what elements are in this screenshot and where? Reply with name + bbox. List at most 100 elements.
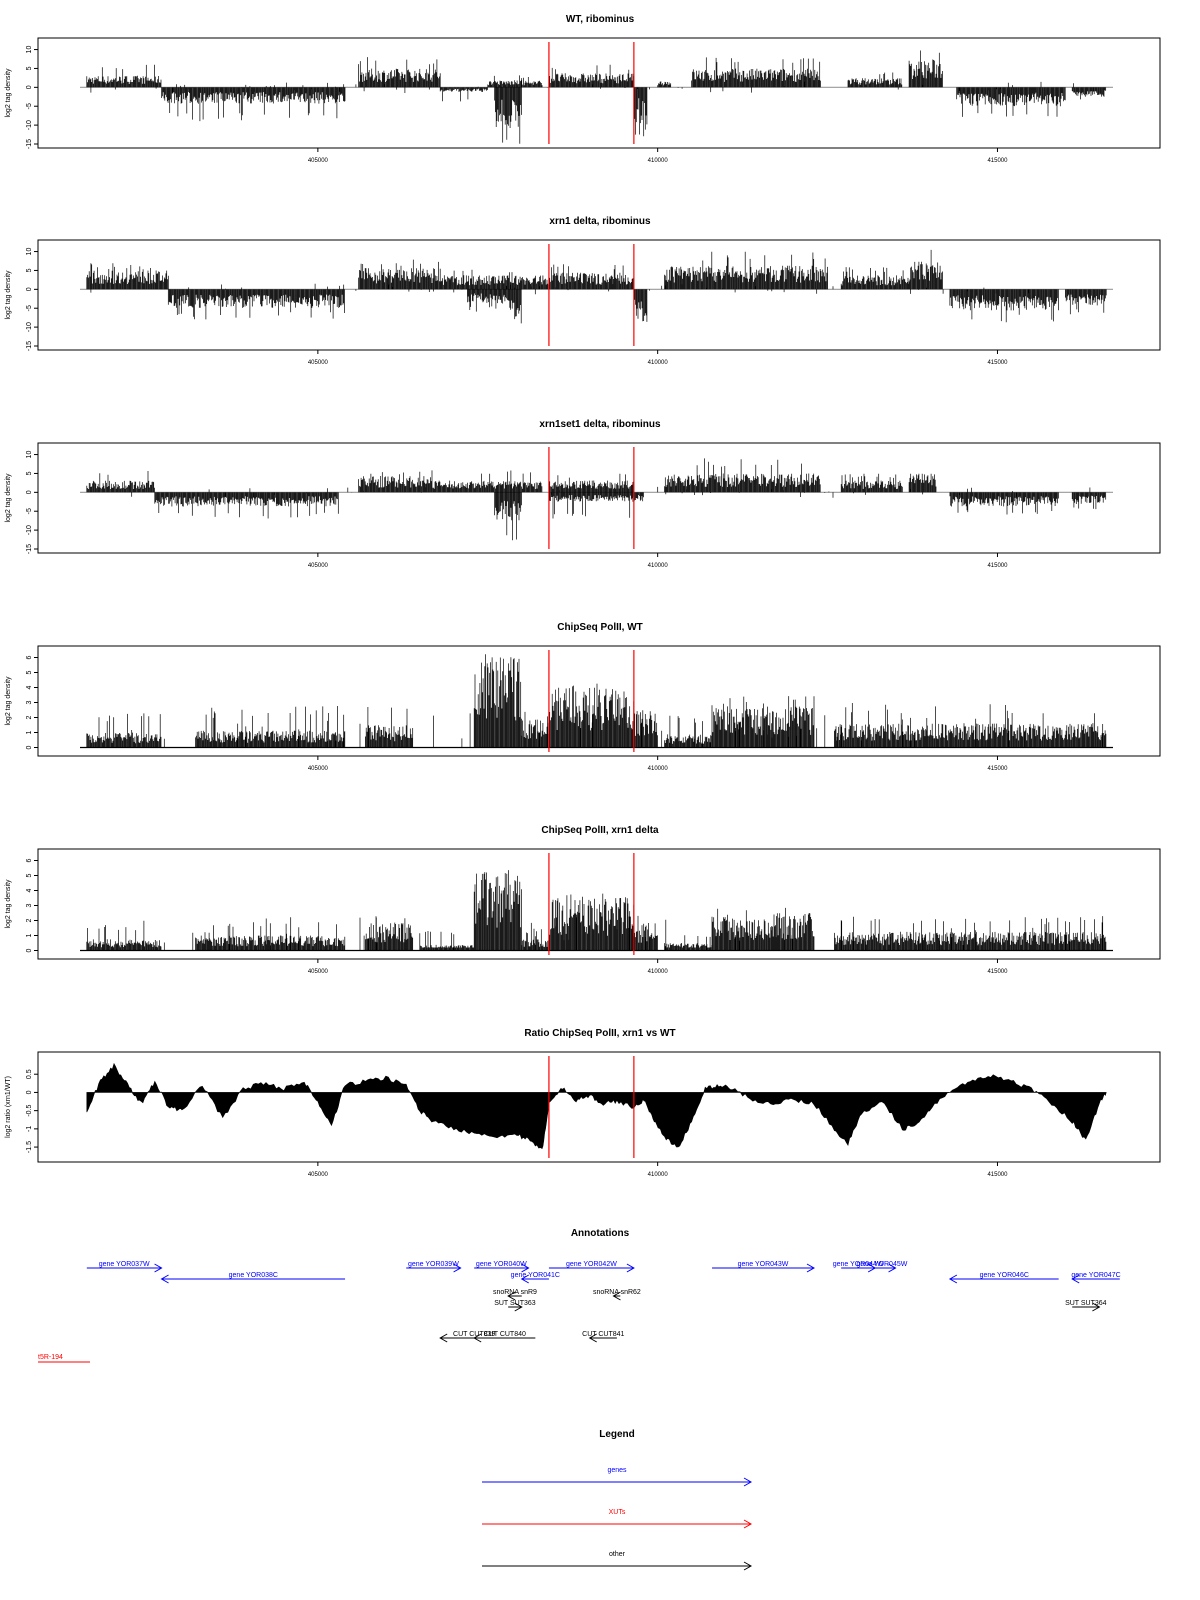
y-tick-label: 10 (26, 46, 33, 54)
track-title: ChipSeq PolII, xrn1 delta (541, 825, 659, 836)
legend-entries: genes XUTs other (482, 1467, 753, 1571)
y-tick-label: 5 (26, 670, 33, 674)
annotation-feature: gene YOR042W (548, 1261, 635, 1273)
feature-label: gene YOR043W (738, 1261, 789, 1268)
plot-frame (37, 239, 1161, 351)
feature-label: gene YOR045W (857, 1261, 908, 1268)
y-tick-label: -5 (26, 508, 33, 514)
x-tick-label: 405000 (308, 563, 329, 569)
y-tick-label: -1.5 (26, 1141, 33, 1153)
y-tick-label: -10 (26, 525, 33, 535)
y-tick-label: 6 (26, 655, 33, 659)
annotation-feature: CUT CUT840 (473, 1331, 536, 1343)
y-tick-label: 2 (26, 715, 33, 719)
x-tick-label: 410000 (648, 766, 669, 772)
feature-label: gene YOR041C (511, 1272, 560, 1279)
track-panel: ChipSeq PolII, xrn1 delta log2 tag densit… (5, 825, 1161, 975)
feature-label: SUT SUT364 (1065, 1300, 1107, 1307)
y-tick-label: 0 (26, 948, 33, 952)
feature-label: gene YOR040W (476, 1261, 527, 1268)
y-tick-label: 0 (26, 745, 33, 749)
annotation-feature: gene YOR040W (474, 1261, 530, 1273)
annotation-features: gene YOR037W gene YOR038C gene YOR039W gene… (86, 1261, 1121, 1343)
y-tick-label: 0 (26, 85, 33, 89)
region-label: t5R-194 (38, 1354, 63, 1361)
feature-arrow-head (520, 1274, 529, 1284)
annotation-feature: gene YOR043W (712, 1261, 815, 1273)
annotation-feature: gene YOR041C (511, 1272, 560, 1284)
y-axis-label: log2 tag density (5, 68, 12, 118)
annotation-feature: SUT SUT364 (1065, 1300, 1107, 1312)
track-panel: xrn1set1 delta, ribominus log2 tag densit… (5, 419, 1161, 569)
legend-arrow-head (743, 1519, 753, 1529)
y-tick-label: 0 (26, 1090, 33, 1094)
density-bars (86, 249, 1107, 324)
x-tick-label: 410000 (648, 1172, 669, 1178)
y-tick-label: -15 (26, 139, 33, 149)
y-tick-label: -10 (26, 120, 33, 130)
y-tick-label: -1 (26, 1126, 33, 1132)
legend-label: other (609, 1551, 626, 1558)
track-panel: Ratio ChipSeq PolII, xrn1 vs WT log2 rati… (5, 1028, 1161, 1178)
feature-arrow-head (626, 1263, 635, 1273)
track-title: xrn1 delta, ribominus (549, 216, 651, 227)
feature-arrow-head (612, 1291, 621, 1301)
legend-arrow-head (743, 1561, 753, 1571)
x-tick-label: 410000 (648, 360, 669, 366)
plot-frame (37, 37, 1161, 149)
y-tick-label: 3 (26, 700, 33, 704)
x-tick-label: 410000 (648, 563, 669, 569)
x-tick-label: 415000 (987, 766, 1008, 772)
legend-label: XUTs (609, 1509, 626, 1516)
x-tick-label: 415000 (987, 1172, 1008, 1178)
feature-arrow-head (514, 1302, 523, 1312)
feature-arrow-head (473, 1333, 482, 1343)
legend-entry: other (482, 1551, 753, 1571)
x-tick-label: 405000 (308, 360, 329, 366)
y-tick-label: 5 (26, 66, 33, 70)
feature-arrow-head (453, 1263, 462, 1273)
y-tick-label: 0.5 (26, 1069, 33, 1079)
feature-label: snoRNA snR62 (593, 1289, 641, 1296)
y-axis-label: log2 ratio (xrn1/WT) (5, 1076, 12, 1138)
annotation-feature: gene YOR037W (86, 1261, 163, 1273)
feature-arrow-head (160, 1274, 169, 1284)
legend-entry: XUTs (482, 1509, 753, 1529)
feature-arrow-head (888, 1263, 897, 1273)
feature-arrow-head (507, 1291, 516, 1301)
y-tick-label: 0 (26, 490, 33, 494)
feature-label: snoRNA snR9 (493, 1289, 537, 1296)
feature-arrow-head (806, 1263, 815, 1273)
x-tick-label: 405000 (308, 158, 329, 164)
y-tick-label: 2 (26, 918, 33, 922)
feature-arrow-head (948, 1274, 958, 1284)
x-tick-label: 410000 (648, 969, 669, 975)
y-axis-label: log2 tag density (5, 676, 12, 726)
x-tick-label: 410000 (648, 158, 669, 164)
x-tick-label: 415000 (987, 969, 1008, 975)
y-tick-label: 3 (26, 903, 33, 907)
y-tick-label: 6 (26, 858, 33, 862)
feature-label: gene YOR039W (408, 1261, 459, 1268)
feature-label: SUT SUT363 (494, 1300, 536, 1307)
x-tick-label: 415000 (987, 158, 1008, 164)
y-tick-label: 5 (26, 873, 33, 877)
x-tick-label: 405000 (308, 1172, 329, 1178)
feature-arrow-head (154, 1263, 163, 1273)
feature-label: gene YOR044W (833, 1261, 884, 1268)
legend-title: Legend (599, 1429, 635, 1440)
y-tick-label: 5 (26, 268, 33, 272)
y-tick-label: -5 (26, 103, 33, 109)
annotation-feature: SUT SUT363 (494, 1300, 536, 1312)
track-title: Ratio ChipSeq PolII, xrn1 vs WT (524, 1028, 675, 1039)
y-tick-label: 4 (26, 888, 33, 892)
legend-label: genes (607, 1467, 627, 1474)
y-tick-label: -10 (26, 322, 33, 332)
density-bars (86, 870, 1107, 951)
feature-label: CUT CUT840 (484, 1331, 526, 1338)
annotation-feature: snoRNA snR62 (593, 1289, 641, 1301)
track-panel: WT, ribominus log2 tag density 10 5 0 -5 -10 -1… (5, 14, 1161, 164)
y-tick-label: -5 (26, 305, 33, 311)
